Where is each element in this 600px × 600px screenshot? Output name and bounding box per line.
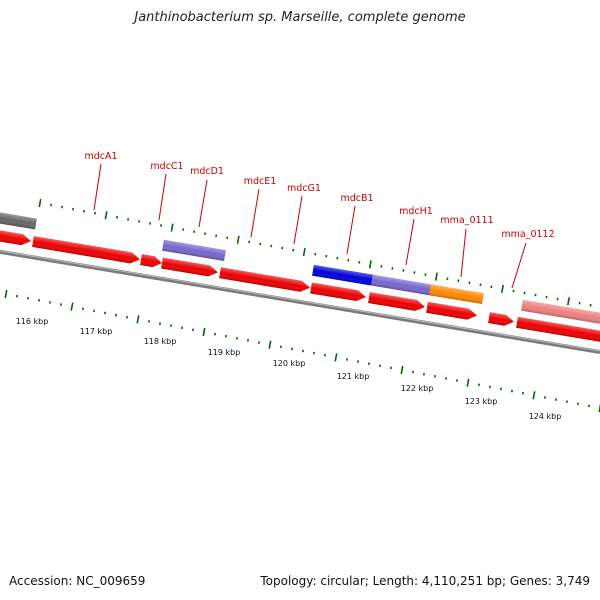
outer-tick-ring	[38, 198, 592, 307]
gene-label-mma_0111: mma_0111	[440, 215, 493, 226]
gene-block	[429, 284, 484, 305]
backbone	[0, 249, 600, 354]
major-tick	[334, 353, 338, 362]
major-tick	[4, 289, 8, 299]
major-tick	[434, 272, 438, 281]
gene-block	[371, 274, 432, 296]
major-tick	[567, 297, 571, 306]
major-tick	[236, 235, 240, 244]
gene-block	[162, 239, 226, 261]
gene-block	[312, 264, 373, 286]
kbp-label: 121 kbp	[337, 372, 370, 381]
major-tick	[38, 198, 42, 208]
gene-label-mdcD1: mdcD1	[190, 166, 224, 177]
cds-arrow	[219, 267, 310, 292]
inner-tick-ring	[4, 289, 600, 413]
gene-track	[0, 210, 600, 342]
gene-label-mdcE1: mdcE1	[244, 176, 277, 187]
kbp-label: 120 kbp	[273, 359, 306, 368]
label-leader-line	[346, 205, 356, 255]
major-tick	[104, 211, 108, 220]
kbp-label: 116 kbp	[16, 317, 49, 326]
major-tick	[70, 302, 74, 311]
major-tick	[466, 378, 470, 387]
label-leader-line	[511, 242, 527, 289]
major-tick	[500, 284, 505, 293]
accession-text: Accession: NC_009659	[9, 574, 146, 588]
label-leader-line	[405, 218, 415, 266]
gene-label-mma_0112: mma_0112	[501, 229, 554, 240]
label-leader-line	[158, 173, 167, 221]
kbp-label: 119 kbp	[208, 348, 241, 357]
genome-summary-text: Topology: circular; Length: 4,110,251 bp…	[260, 574, 590, 588]
kbp-label: 123 kbp	[465, 397, 498, 406]
major-tick	[136, 315, 140, 324]
cds-arrow	[426, 301, 478, 320]
kbp-scale: 116 kbp 117 kbp 118 kbp 119 kbp 120 kbp 121 k…	[16, 317, 562, 421]
gene-label-mdcG1: mdcG1	[287, 183, 321, 194]
gene-label-mdcB1: mdcB1	[340, 193, 373, 204]
cds-arrow	[32, 236, 141, 264]
label-leader-line	[250, 188, 260, 238]
kbp-label: 118 kbp	[144, 337, 177, 346]
major-tick	[302, 248, 306, 257]
cds-arrow	[516, 316, 600, 342]
cds-arrow	[140, 254, 162, 268]
gene-block	[0, 210, 37, 230]
cds-arrow	[0, 228, 31, 246]
gene-label-mdcC1: mdcC1	[150, 161, 183, 172]
major-tick	[202, 327, 206, 337]
label-leader-line	[460, 228, 467, 278]
kbp-label: 122 kbp	[401, 384, 434, 393]
major-tick	[368, 260, 372, 269]
gene-label-mdcA1: mdcA1	[84, 151, 117, 162]
major-tick	[532, 391, 536, 400]
label-leader-line	[93, 163, 102, 211]
label-leader-line	[293, 195, 303, 245]
cds-arrow	[161, 257, 219, 277]
major-tick	[170, 223, 174, 232]
map-title: Janthinobacterium sp. Marseille, complet…	[134, 10, 466, 25]
cds-arrow	[310, 282, 367, 302]
major-tick	[400, 365, 404, 375]
gene-block	[521, 299, 600, 326]
gene-labels: mdcA1 mdcC1 mdcD1 mdcE1 mdcG1 mdcB1 mdcH1 mma_0…	[84, 151, 555, 289]
label-leader-line	[198, 179, 208, 228]
major-tick	[268, 340, 272, 349]
cds-arrow	[368, 292, 426, 311]
kbp-label: 124 kbp	[529, 412, 562, 421]
cds-arrow	[488, 312, 515, 326]
kbp-label: 117 kbp	[80, 327, 113, 336]
gene-label-mdcH1: mdcH1	[399, 206, 433, 217]
